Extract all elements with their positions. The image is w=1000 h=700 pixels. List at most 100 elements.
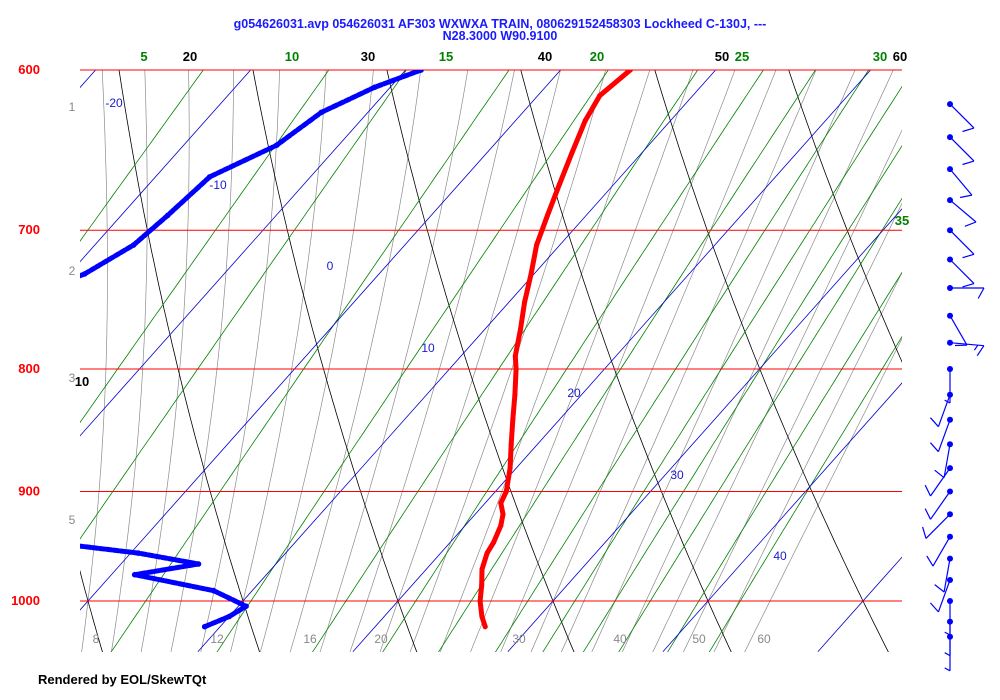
dewpoint-point: [206, 174, 213, 180]
wind-barb: [947, 312, 968, 347]
moist-adiabat: [500, 70, 736, 652]
temperature-point: [479, 614, 485, 619]
dewpoint-point: [131, 571, 138, 578]
wind-barb-full-flag: [934, 584, 945, 593]
dry-adiabat: [386, 70, 575, 652]
dewpoint-point: [201, 623, 208, 630]
moist-adiabat: [230, 70, 327, 652]
mixing-ratio-label: 20: [590, 49, 604, 64]
dewpoint-point: [165, 212, 171, 219]
wind-barb-staff: [949, 229, 975, 255]
mixing-ratio-line: [80, 70, 204, 242]
mixing-ratio-line: [495, 70, 870, 652]
wind-barb: [924, 488, 953, 520]
wind-barb-staff: [949, 136, 975, 162]
title-line-1: g054626031.avp 054626031 AF303 WXWXA TRA…: [233, 17, 767, 31]
dewpoint-point: [0, 366, 3, 372]
moist-adiabat: [621, 70, 894, 652]
temperature-point: [522, 299, 528, 305]
wind-barb: [947, 339, 985, 357]
mixing-ratio-line: [708, 335, 902, 652]
bottom-axis-label: 16: [303, 632, 317, 646]
wind-barb-full-flag: [922, 526, 927, 539]
wind-barb: [947, 285, 985, 299]
dewpoint-point: [243, 603, 249, 609]
wind-barb-full-flag: [924, 508, 932, 520]
temperature-point: [503, 489, 509, 494]
wind-barb-staff: [930, 467, 951, 497]
moist-adiabat: [170, 70, 234, 652]
wind-barb-staff: [932, 536, 951, 567]
title-line-2: N28.3000 W90.9100: [442, 29, 558, 43]
moist-adiabat: [17, 0, 33, 681]
mixing-ratio-label: 5: [140, 49, 147, 64]
temperature-point: [534, 242, 540, 248]
chart-title: g054626031.avp 054626031 AF303 WXWXA TRA…: [0, 17, 1000, 43]
temperature-point: [556, 182, 562, 188]
wind-barb-full-flag: [926, 555, 934, 567]
isotherm: [817, 556, 902, 652]
mixing-ratio-line: [667, 271, 902, 652]
bottom-axis-label: 12: [210, 632, 224, 646]
temperature-point: [500, 511, 506, 517]
wind-barb-full-flag: [962, 253, 975, 259]
wind-barb-full-flag: [934, 469, 945, 479]
dry-adiabat: [788, 70, 902, 363]
mixing-ratio-line: [582, 145, 902, 652]
wind-barb: [944, 598, 953, 636]
temperature-point: [491, 539, 497, 545]
wind-barb-staff: [949, 103, 975, 129]
dewpoint-point: [40, 509, 46, 515]
bottom-axis-label: 40: [613, 632, 627, 646]
moist-adiabat: [48, 0, 69, 681]
wind-barb-full-flag: [964, 221, 977, 227]
moist-adiabat: [439, 70, 651, 652]
mixing-ratio-label: 30: [873, 49, 887, 64]
bottom-axis-label: 50: [692, 632, 706, 646]
wind-barb-full-flag: [924, 484, 932, 497]
wind-barb-staff: [949, 199, 977, 223]
moist-adiabat: [591, 70, 856, 652]
reference-lines: [0, 0, 902, 681]
wind-barb-staff: [937, 419, 951, 452]
moist-adiabat: [744, 337, 902, 652]
isotherm-label: 40: [773, 549, 787, 563]
isotherm: [80, 70, 562, 611]
wind-barb-half-flag: [973, 344, 979, 351]
wind-barb-staff: [949, 315, 968, 346]
wind-barb-half-flag: [944, 652, 951, 657]
moist-adiabat: [652, 129, 902, 652]
mixing-ratio-label: 35: [895, 213, 909, 228]
wind-barb-full-flag: [962, 160, 975, 166]
temperature-point: [597, 93, 603, 99]
mixing-ratio-line: [216, 70, 609, 652]
dewpoint-point: [273, 142, 280, 148]
temperature-point: [627, 70, 633, 73]
moist-adiabat: [409, 70, 606, 652]
temperature-point: [484, 550, 490, 556]
temperature-point: [528, 271, 534, 277]
dewpoint-point: [10, 299, 16, 305]
isotherm: [80, 70, 252, 263]
height-tick-label: 2: [69, 264, 76, 278]
moist-adiabat: [379, 70, 561, 652]
dry-adiabat-label: 30: [361, 49, 375, 64]
temperature-point: [582, 118, 588, 124]
mixing-ratio-label: 25: [735, 49, 749, 64]
dewpoint-point: [195, 561, 202, 567]
isotherm-label: 20: [567, 386, 581, 400]
dry-adiabat-label: 10: [75, 374, 89, 389]
temperature-point: [518, 326, 523, 332]
moist-adiabat: [81, 70, 108, 652]
pressure-tick-label: 900: [18, 483, 40, 498]
moist-adiabat: [140, 70, 190, 652]
wind-barb-full-flag: [929, 442, 939, 453]
temperature-point: [482, 624, 488, 630]
isobars: [80, 69, 902, 602]
bottom-axis-label: 60: [757, 632, 771, 646]
wind-barb-full-flag: [962, 283, 975, 288]
isotherm: [0, 0, 4, 652]
isotherm: [507, 208, 902, 652]
